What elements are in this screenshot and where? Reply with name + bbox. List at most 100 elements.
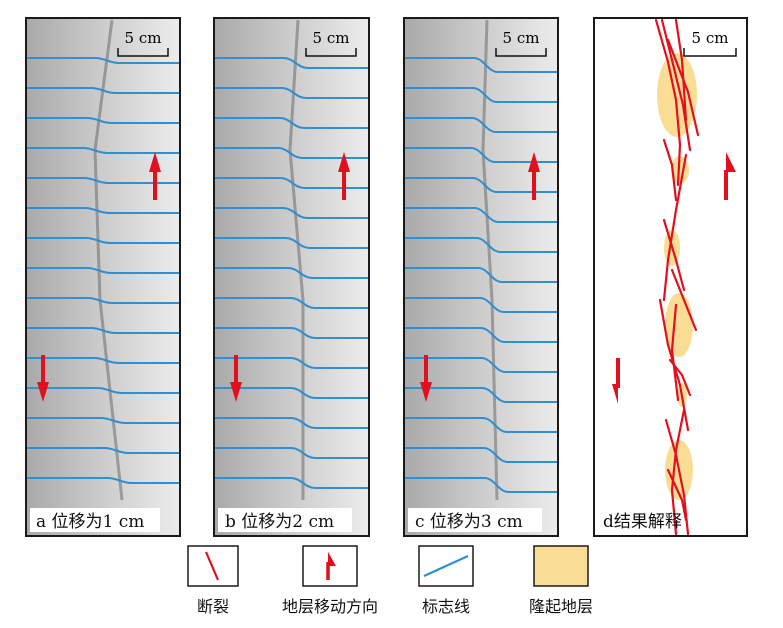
marker-line — [215, 57, 368, 69]
panel-d-down-arrow — [612, 358, 620, 404]
marker-line — [405, 357, 557, 373]
marker-line — [27, 177, 179, 184]
panel-a-up-arrow — [149, 152, 161, 200]
fault-line — [662, 153, 688, 302]
panel-a: 5 cm a 位移为1 cm — [25, 17, 181, 537]
panel-a-caption: a 位移为1 cm — [36, 512, 144, 532]
panel-b: 5 cm b 位移为2 cm — [213, 17, 370, 537]
marker-line — [215, 87, 368, 99]
marker-line — [215, 327, 368, 339]
marker-line — [215, 237, 368, 249]
marker-line — [27, 87, 179, 94]
panel-c-frame — [403, 17, 559, 537]
panel-c-background — [404, 18, 558, 536]
panel-b-caption: b 位移为2 cm — [225, 512, 334, 532]
marker-line — [405, 117, 557, 133]
marker-line — [405, 267, 557, 283]
shear-zone-shadow — [93, 19, 124, 501]
shear-zone-shadow — [481, 19, 499, 501]
panel-d: 5 cm d结果解释 — [593, 17, 748, 537]
panel-a-scale-bar: 5 cm — [117, 29, 169, 57]
marker-line — [27, 57, 179, 64]
fault-line — [666, 38, 700, 137]
panel-d-scale-label: 5 cm — [692, 29, 729, 47]
legend-uplift-label: 隆起地层 — [529, 597, 593, 616]
legend-marker-label: 标志线 — [422, 597, 470, 616]
marker-line — [215, 447, 368, 459]
marker-line — [27, 327, 179, 334]
panel-c-down-arrow — [420, 355, 432, 402]
fault-line — [670, 303, 680, 402]
panel-b-scale-label: 5 cm — [313, 29, 350, 47]
marker-line — [405, 477, 557, 493]
marker-line — [405, 237, 557, 253]
panel-a-shear-zone — [93, 19, 124, 501]
marker-line — [215, 147, 368, 159]
marker-line — [215, 417, 368, 429]
marker-line — [405, 87, 557, 103]
marker-line — [215, 297, 368, 309]
panel-c-caption-box — [408, 508, 542, 532]
marker-line — [27, 417, 179, 424]
fault-line — [668, 358, 692, 397]
marker-line — [27, 237, 179, 244]
legend-item-marker: 标志线 — [418, 545, 474, 616]
marker-line-icon — [423, 554, 469, 578]
marker-line — [405, 417, 557, 433]
marker-line — [215, 267, 368, 279]
panel-d-faults — [654, 18, 700, 536]
fault-line — [662, 138, 678, 202]
marker-line — [215, 207, 368, 219]
fault-line — [654, 18, 682, 187]
fault-line-icon — [204, 551, 220, 581]
fault-line — [670, 268, 698, 332]
marker-line — [215, 387, 368, 399]
marker-line — [27, 387, 179, 394]
panel-b-frame — [213, 17, 370, 537]
marker-line — [215, 477, 368, 489]
marker-line — [405, 327, 557, 343]
marker-line — [27, 267, 179, 274]
marker-line — [27, 447, 179, 454]
panel-a-frame — [25, 17, 181, 537]
panel-d-scale-bar: 5 cm — [683, 29, 737, 57]
marker-line — [405, 57, 557, 73]
marker-line — [27, 357, 179, 364]
panel-d-caption: d结果解释 — [603, 512, 682, 532]
panel-d-up-arrow — [724, 152, 736, 200]
legend-fault-label: 断裂 — [197, 597, 229, 616]
legend-item-movement: 地层移动方向 — [282, 545, 378, 616]
shear-zone-shadow — [288, 19, 305, 500]
fault-line — [674, 18, 688, 122]
panel-b-marker-lines — [215, 57, 368, 489]
panel-c-shear-zone — [481, 19, 499, 501]
marker-line — [215, 117, 368, 129]
marker-line — [405, 387, 557, 403]
marker-line — [27, 477, 179, 484]
marker-line — [405, 147, 557, 163]
panel-c: 5 cm c 位移为3 cm — [403, 17, 559, 537]
marker-line — [27, 207, 179, 214]
legend-item-fault: 断裂 — [187, 545, 239, 616]
panel-c-marker-lines — [405, 57, 557, 493]
panel-c-up-arrow — [528, 152, 540, 200]
panel-b-scale-bar: 5 cm — [305, 29, 357, 57]
panel-a-down-arrow — [37, 355, 49, 402]
panel-b-down-arrow — [230, 355, 242, 402]
panel-a-marker-lines — [27, 57, 179, 484]
fault-line — [662, 218, 686, 292]
legend: 断裂 地层移动方向 标志线 隆起地层 — [187, 545, 593, 616]
legend-movement-label: 地层移动方向 — [282, 597, 378, 616]
panel-b-caption-box — [218, 508, 352, 532]
panel-b-shear-zone — [288, 19, 305, 500]
marker-line — [215, 177, 368, 189]
marker-line — [405, 297, 557, 313]
uplift-patch-icon — [533, 545, 589, 587]
panel-c-scale-label: 5 cm — [503, 29, 540, 47]
panel-d-frame — [593, 17, 748, 537]
fault-line — [670, 408, 686, 536]
movement-arrow-icon — [326, 552, 336, 580]
fault-line — [666, 468, 688, 522]
panel-a-background — [26, 18, 180, 536]
